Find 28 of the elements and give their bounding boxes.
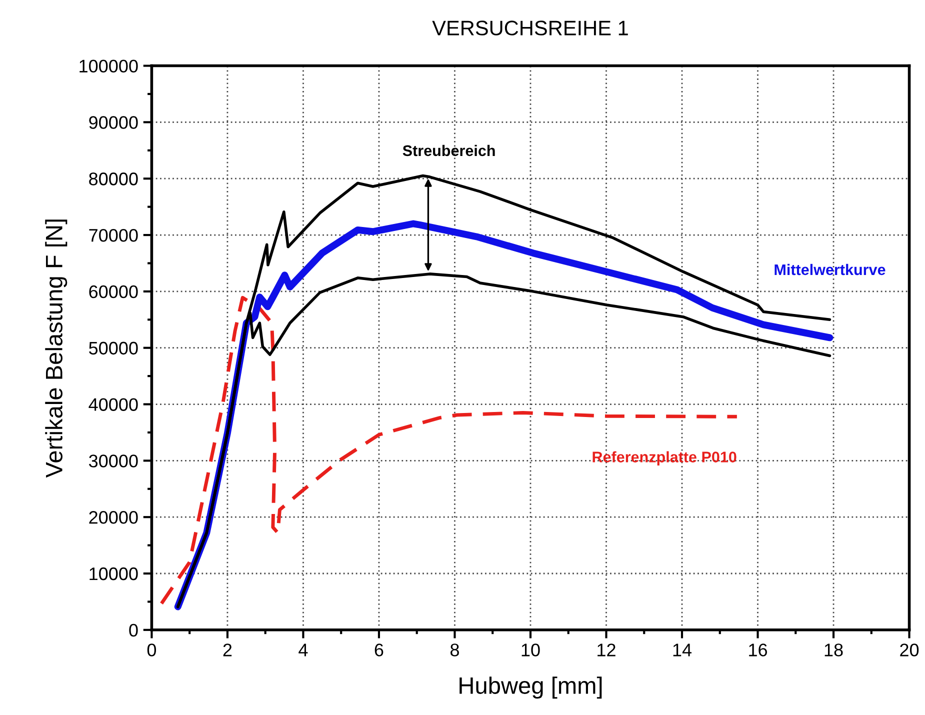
- x-tick-label: 10: [522, 644, 540, 656]
- text: Referenzplatte P010: [592, 451, 736, 466]
- text: Mittelwertkurve: [774, 264, 886, 276]
- x-tick-label: 2: [223, 644, 232, 656]
- x-tick-label: 4: [298, 644, 308, 656]
- x-tick-label: 6: [374, 644, 384, 656]
- x-axis-title: Hubweg [mm]: [460, 676, 602, 699]
- x-tick-label: 8: [450, 644, 459, 656]
- x-tick-label: 12: [598, 644, 616, 656]
- y-tick-label: 0: [129, 624, 138, 637]
- y-tick-label: 40000: [88, 398, 138, 411]
- y-tick-label: 60000: [89, 285, 138, 298]
- x-tick-label: 14: [673, 644, 692, 656]
- y-tick-label: 70000: [89, 228, 138, 242]
- y-tick-label: 50000: [89, 342, 138, 355]
- y-tick-label: 90000: [89, 116, 138, 129]
- y-axis-title: Vertikale Belastung F [N]: [45, 220, 68, 478]
- x-tick-label: 18: [824, 644, 843, 656]
- y-tick-label: 10000: [90, 567, 138, 580]
- y-tick-label: 80000: [89, 172, 138, 186]
- x-tick-label: 16: [749, 644, 768, 656]
- x-tick-label: 20: [900, 644, 919, 656]
- chart-title: VERSUCHSREIHE 1: [432, 20, 628, 36]
- y-tick-label: 100000: [80, 60, 138, 72]
- y-tick-label: 30000: [88, 454, 138, 468]
- annotation: Streubereich: [402, 144, 495, 156]
- y-tick-label: 20000: [89, 511, 138, 524]
- x-tick-label: 0: [147, 644, 156, 656]
